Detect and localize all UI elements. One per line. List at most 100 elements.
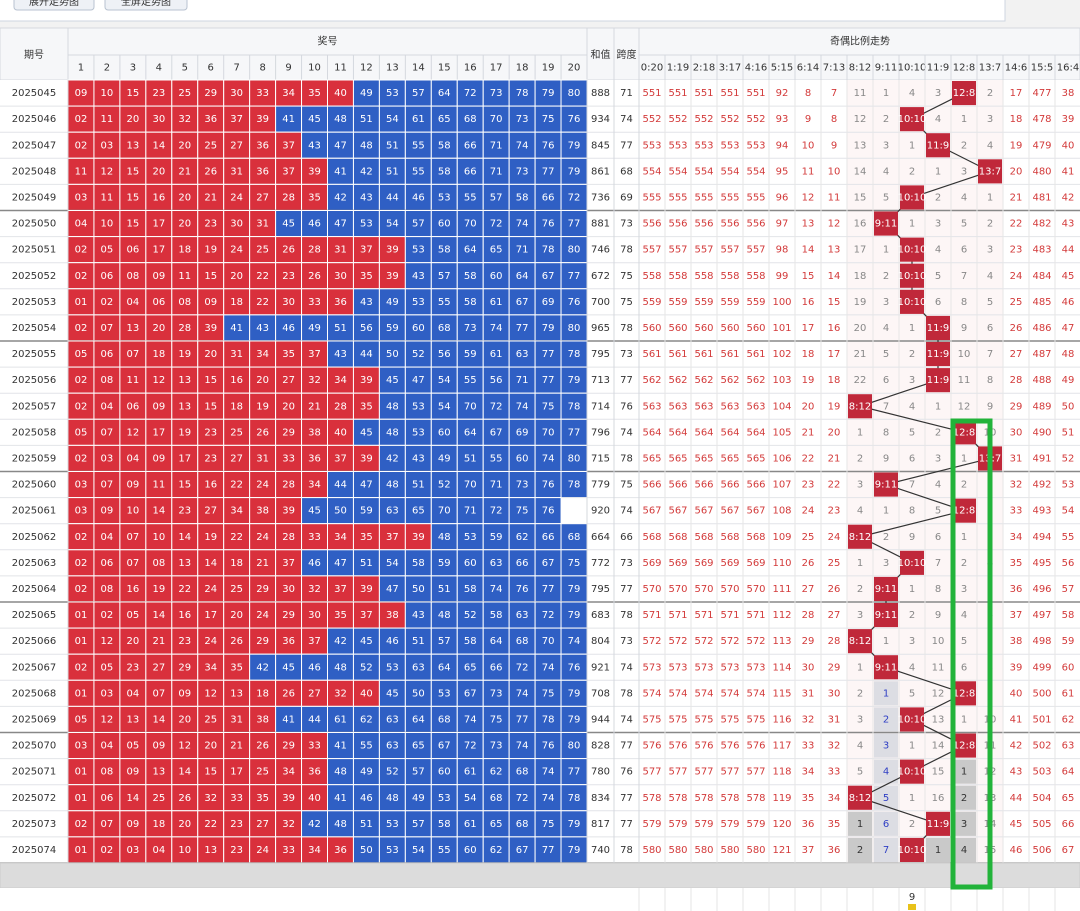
ball-number: 43 (360, 297, 373, 308)
button-label[interactable]: 展开走势图 (29, 0, 79, 8)
missing-count: 35 (1010, 558, 1023, 569)
missing-count: 1 (935, 401, 941, 412)
ball-number: 31 (334, 245, 347, 256)
ball-number: 05 (101, 245, 114, 256)
ball-number: 60 (438, 427, 451, 438)
missing-count: 61 (1062, 688, 1075, 699)
red-ball (327, 444, 354, 472)
ball-number: 19 (256, 401, 269, 412)
ball-number: 48 (334, 819, 347, 830)
red-ball (145, 444, 173, 472)
missing-count: 555 (694, 192, 713, 203)
hit-ratio: 11:9 (927, 323, 949, 334)
missing-count: 576 (746, 741, 765, 752)
blue-ball (560, 392, 588, 420)
ball-number: 75 (516, 506, 529, 517)
ball-number: 74 (542, 767, 555, 778)
missing-count: 557 (746, 245, 765, 256)
blue-ball (404, 575, 432, 603)
missing-count: 554 (668, 166, 687, 177)
missing-count: 8 (961, 297, 967, 308)
red-ball (275, 784, 303, 812)
blue-ball (327, 653, 354, 681)
missing-count: 485 (1032, 297, 1051, 308)
ball-number: 51 (412, 636, 425, 647)
issue: 2025069 (12, 714, 57, 725)
missing-count: 8 (935, 584, 941, 595)
header-ratio: 0:20 (641, 63, 663, 74)
ball-number: 16 (152, 192, 165, 203)
red-ball (275, 288, 303, 316)
ball-number: 46 (308, 558, 321, 569)
issue: 2025054 (12, 323, 57, 334)
missing-count: 59 (1062, 636, 1075, 647)
ball-number: 53 (412, 427, 425, 438)
hit-ratio: 10:10 (898, 297, 927, 308)
blue-ball (482, 471, 510, 499)
ball-number: 60 (438, 219, 451, 230)
blue-ball (404, 105, 432, 133)
red-ball (223, 288, 251, 316)
missing-count: 498 (1032, 636, 1051, 647)
missing-count: 2 (909, 166, 915, 177)
missing-count: 563 (720, 401, 739, 412)
ball-number: 42 (334, 636, 347, 647)
missing-count: 1 (909, 584, 915, 595)
footer-stats (0, 888, 1080, 911)
missing-count: 555 (746, 192, 765, 203)
ball-number: 61 (490, 349, 503, 360)
missing-count: 29 (828, 662, 841, 673)
ball-number: 20 (204, 741, 217, 752)
missing-count: 478 (1032, 114, 1051, 125)
red-ball (301, 418, 328, 446)
blue-ball (430, 288, 458, 316)
ball-number: 77 (516, 323, 529, 334)
shaded-cell (874, 837, 898, 862)
blue-ball (560, 758, 588, 786)
blue-ball (430, 705, 458, 734)
red-ball (275, 471, 303, 499)
red-ball (378, 236, 406, 264)
missing-count: 568 (746, 532, 765, 543)
header-number: 14 (412, 63, 425, 74)
ball-number: 60 (438, 767, 451, 778)
missing-count: 108 (772, 506, 791, 517)
missing-count: 12 (958, 401, 971, 412)
ball-number: 39 (204, 323, 217, 334)
red-ball (119, 444, 147, 472)
missing-count: 10 (932, 636, 945, 647)
red-ball (197, 836, 225, 864)
blue-ball (430, 105, 458, 133)
blue-ball (430, 210, 458, 238)
blue-ball (456, 131, 484, 159)
hit-cell (874, 576, 898, 601)
missing-count: 579 (668, 819, 687, 830)
blue-ball (508, 497, 536, 525)
sum: 779 (591, 480, 610, 491)
red-ball (223, 497, 251, 525)
missing-count: 3 (857, 480, 863, 491)
span: 73 (620, 558, 633, 569)
blue-ball (482, 79, 510, 107)
button-label[interactable]: 全屏走势图 (121, 0, 171, 8)
ball-number: 17 (152, 427, 165, 438)
missing-count: 2 (857, 453, 863, 464)
ball-number: 33 (282, 845, 295, 856)
missing-count: 495 (1032, 558, 1051, 569)
missing-count: 17 (854, 245, 867, 256)
missing-count: 566 (720, 480, 739, 491)
blue-ball (249, 314, 277, 342)
red-ball (119, 183, 147, 211)
ball-number: 47 (412, 375, 425, 386)
blue-ball (327, 732, 354, 760)
missing-count: 4 (909, 88, 915, 99)
button[interactable] (13, 0, 95, 11)
ball-number: 66 (542, 532, 555, 543)
ball-number: 75 (542, 688, 555, 699)
missing-count: 1 (883, 636, 889, 647)
sum: 708 (591, 688, 610, 699)
ball-number: 01 (75, 845, 88, 856)
button[interactable] (104, 0, 188, 11)
red-ball (197, 679, 225, 707)
trend-line (859, 510, 965, 538)
